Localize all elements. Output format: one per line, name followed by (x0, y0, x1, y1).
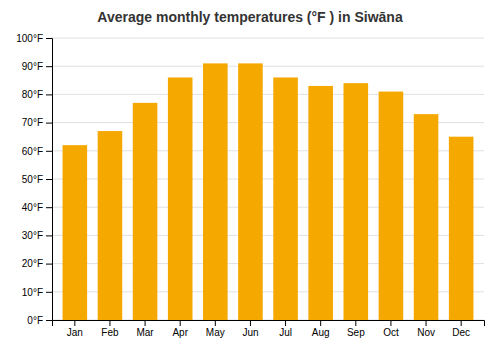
y-tick: 40°F (22, 202, 52, 213)
x-tick-mark (145, 320, 146, 326)
bar (133, 103, 158, 320)
y-tick: 50°F (22, 174, 52, 185)
x-tick: May (206, 320, 225, 338)
x-tick-mark (74, 320, 75, 326)
y-tick: 60°F (22, 146, 52, 157)
y-tick-label: 30°F (22, 230, 43, 241)
y-tick-label: 10°F (22, 287, 43, 298)
y-tick-mark (46, 151, 52, 152)
x-tick: Oct (383, 320, 399, 338)
x-tick: Jan (67, 320, 83, 338)
x-tick: Apr (172, 320, 188, 338)
x-tick-label: Apr (172, 327, 188, 338)
bar (414, 114, 439, 320)
grid-line (52, 66, 484, 67)
bar (344, 83, 369, 320)
y-tick-label: 70°F (22, 117, 43, 128)
y-tick-label: 0°F (27, 315, 43, 326)
y-tick-mark (46, 264, 52, 265)
x-tick-label: Dec (452, 327, 470, 338)
grid-line (52, 38, 484, 39)
y-tick-mark (46, 123, 52, 124)
bar (238, 63, 263, 320)
y-tick: 70°F (22, 117, 52, 128)
x-tick-mark (215, 320, 216, 326)
y-tick: 90°F (22, 61, 52, 72)
x-tick-label: Aug (312, 327, 330, 338)
x-tick-mark (180, 320, 181, 326)
y-axis: 0°F 10°F 20°F 30°F 40°F 50°F 60°F 70°F 80°F 90°F 1… (16, 33, 52, 326)
y-tick-label: 40°F (22, 202, 43, 213)
y-tick: 20°F (22, 258, 52, 269)
x-tick-label: Jun (242, 327, 258, 338)
chart-svg: 0°F 10°F 20°F 30°F 40°F 50°F 60°F 70°F 80°F 90°F 1… (0, 0, 500, 350)
x-tick: Sep (347, 320, 365, 338)
x-axis: Jan Feb Mar Apr May Jun Jul Aug Sep Oct Nov Dec (53, 320, 485, 338)
x-tick-mark (390, 320, 391, 326)
x-tick-label: Mar (136, 327, 154, 338)
y-axis-line (46, 39, 53, 321)
x-tick-mark (250, 320, 251, 326)
x-tick-label: Nov (417, 327, 435, 338)
bar (168, 77, 193, 320)
y-tick-label: 100°F (16, 33, 43, 44)
x-tick-label: Jan (67, 327, 83, 338)
x-tick-label: Feb (101, 327, 119, 338)
x-axis-line (53, 321, 485, 327)
x-tick-label: Jul (279, 327, 292, 338)
bar (63, 145, 88, 320)
y-tick-mark (46, 38, 52, 39)
y-tick: 80°F (22, 89, 52, 100)
x-tick-mark (285, 320, 286, 326)
x-tick: Jul (279, 320, 292, 338)
y-tick: 100°F (16, 33, 52, 44)
bar (273, 77, 298, 320)
x-tick-mark (426, 320, 427, 326)
y-tick-mark (46, 179, 52, 180)
x-tick: Jun (242, 320, 258, 338)
y-tick: 0°F (27, 315, 52, 326)
y-tick: 10°F (22, 287, 52, 298)
x-tick-mark (461, 320, 462, 326)
bar (379, 92, 404, 320)
y-tick-label: 50°F (22, 174, 43, 185)
bar (308, 86, 333, 320)
bars (63, 63, 474, 320)
x-tick-label: Sep (347, 327, 365, 338)
y-tick-label: 60°F (22, 146, 43, 157)
grid (52, 38, 484, 320)
y-tick-mark (46, 66, 52, 67)
x-tick: Mar (136, 320, 154, 338)
x-tick: Aug (312, 320, 330, 338)
y-tick-label: 80°F (22, 89, 43, 100)
bar (449, 137, 474, 320)
y-tick-mark (46, 235, 52, 236)
x-tick: Nov (417, 320, 435, 338)
y-tick-mark (46, 207, 52, 208)
bar (203, 63, 228, 320)
x-tick-mark (320, 320, 321, 326)
x-tick-label: Oct (383, 327, 399, 338)
y-tick-label: 90°F (22, 61, 43, 72)
y-tick: 30°F (22, 230, 52, 241)
y-tick-mark (46, 320, 52, 321)
grid-line (52, 94, 484, 95)
x-tick: Dec (452, 320, 470, 338)
y-tick-label: 20°F (22, 258, 43, 269)
y-tick-mark (46, 94, 52, 95)
x-tick: Feb (101, 320, 119, 338)
x-tick-mark (355, 320, 356, 326)
title: Average monthly temperatures (°F ) in Si… (97, 9, 403, 25)
bar (98, 131, 123, 320)
x-tick-mark (109, 320, 110, 326)
y-tick-mark (46, 292, 52, 293)
chart-container: 0°F 10°F 20°F 30°F 40°F 50°F 60°F 70°F 80°F 90°F 1… (0, 0, 500, 350)
x-tick-label: May (206, 327, 225, 338)
